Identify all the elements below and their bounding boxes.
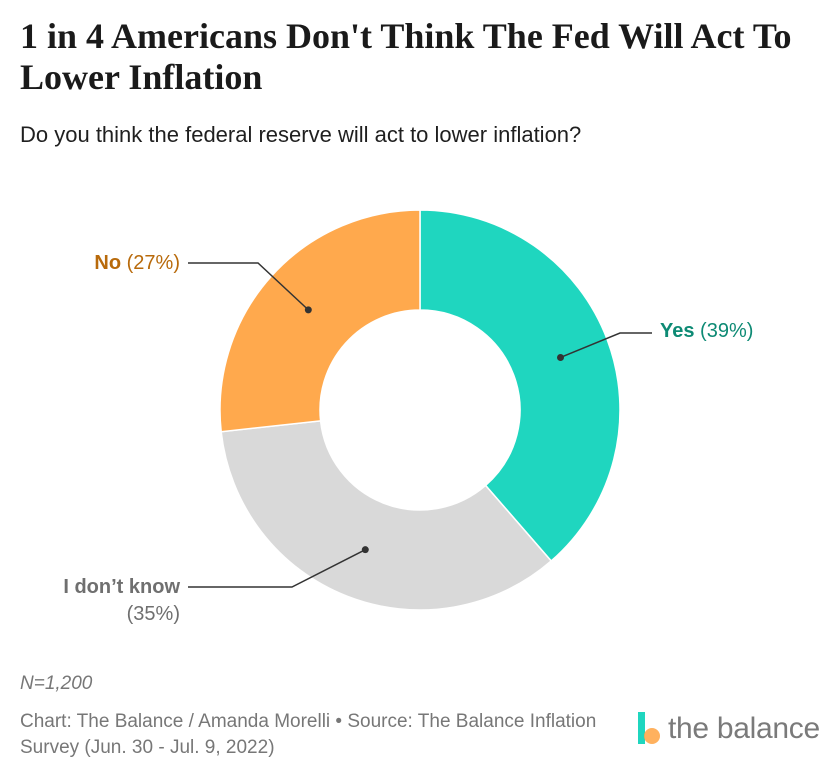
slice-label-yes: Yes (39%) bbox=[660, 318, 753, 345]
slice-yes bbox=[419, 209, 621, 563]
chart-title: 1 in 4 Americans Don't Think The Fed Wil… bbox=[20, 16, 792, 97]
brand-mark-icon bbox=[638, 712, 660, 744]
slice-label-dont-know: I don’t know (35%) bbox=[63, 574, 180, 628]
leader-dot-no bbox=[304, 306, 312, 314]
source-credit: Chart: The Balance / Amanda Morelli • So… bbox=[20, 711, 597, 758]
slice-label-no-name: No bbox=[94, 252, 122, 274]
slice-label-dont-know-name: I don’t know bbox=[63, 576, 180, 598]
leader-line-yes bbox=[560, 332, 652, 359]
slice-label-yes-value: (39%) bbox=[700, 320, 754, 342]
leader-dot-dont-know bbox=[361, 546, 369, 554]
slice-label-yes-name: Yes bbox=[660, 320, 695, 342]
sample-size-note: N=1,200 bbox=[20, 673, 93, 694]
brand-logo: the balance bbox=[636, 712, 820, 746]
leader-dot-yes bbox=[557, 353, 565, 361]
slice-no bbox=[219, 209, 421, 433]
slice-label-no-value: (27%) bbox=[126, 252, 180, 274]
brand-name: the balance bbox=[668, 712, 820, 745]
slice-label-dont-know-value: (35%) bbox=[126, 603, 180, 625]
chart-subtitle: Do you think the federal reserve will ac… bbox=[20, 122, 582, 147]
slice-dont-know bbox=[220, 420, 553, 611]
leader-line-dont-know bbox=[188, 549, 366, 588]
slice-label-no: No (27%) bbox=[94, 250, 180, 277]
leader-line-no bbox=[188, 262, 309, 311]
